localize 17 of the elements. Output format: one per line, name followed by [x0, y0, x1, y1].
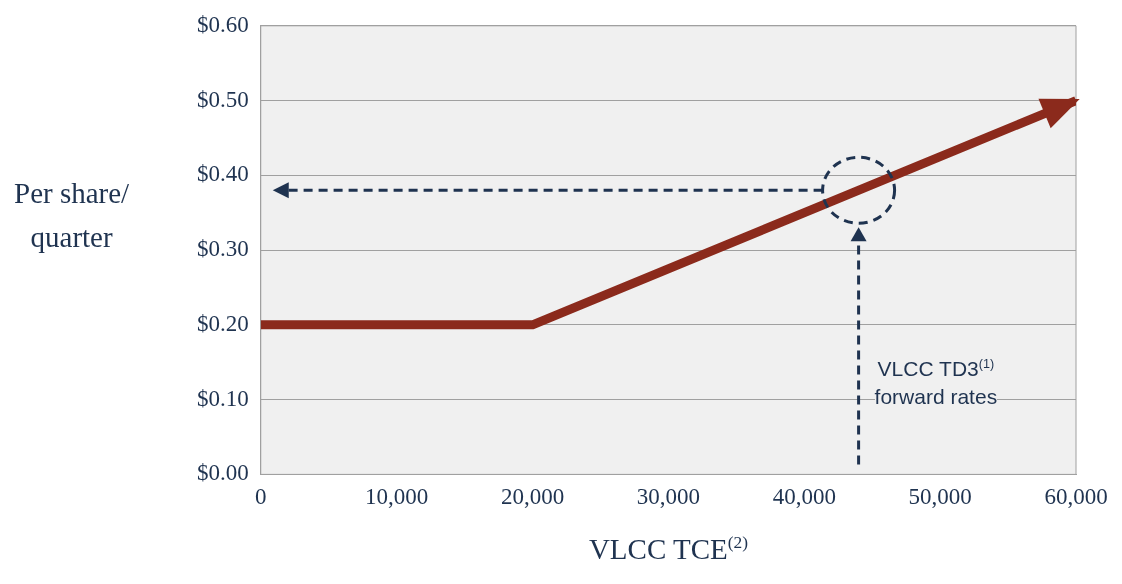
x-tick-label: 40,000	[772, 484, 836, 510]
x-tick-label: 30,000	[636, 484, 700, 510]
x-tick-label: 50,000	[908, 484, 972, 510]
ref-line-label: VLCC TD3$^{(1)}$ forward rates	[874, 350, 998, 412]
y-tick-label: $0.10	[197, 385, 249, 411]
x-tick-label: 0	[255, 484, 267, 510]
y-tick-label: $0.40	[197, 161, 249, 187]
y-tick-label: $0.50	[197, 86, 249, 112]
y-tick-label: $0.20	[197, 310, 249, 336]
y-tick-label: $0.30	[197, 236, 249, 262]
x-tick-label: 60,000	[1044, 484, 1108, 510]
x-tick-label: 10,000	[365, 484, 429, 510]
y-tick-label: $0.60	[197, 11, 249, 37]
x-axis-title: VLCC TCE$^{(2)}$	[588, 532, 748, 567]
x-tick-label: 20,000	[500, 484, 565, 510]
y-tick-label: $0.00	[197, 460, 249, 486]
y-axis-title: Per share/ quarter	[14, 176, 130, 256]
